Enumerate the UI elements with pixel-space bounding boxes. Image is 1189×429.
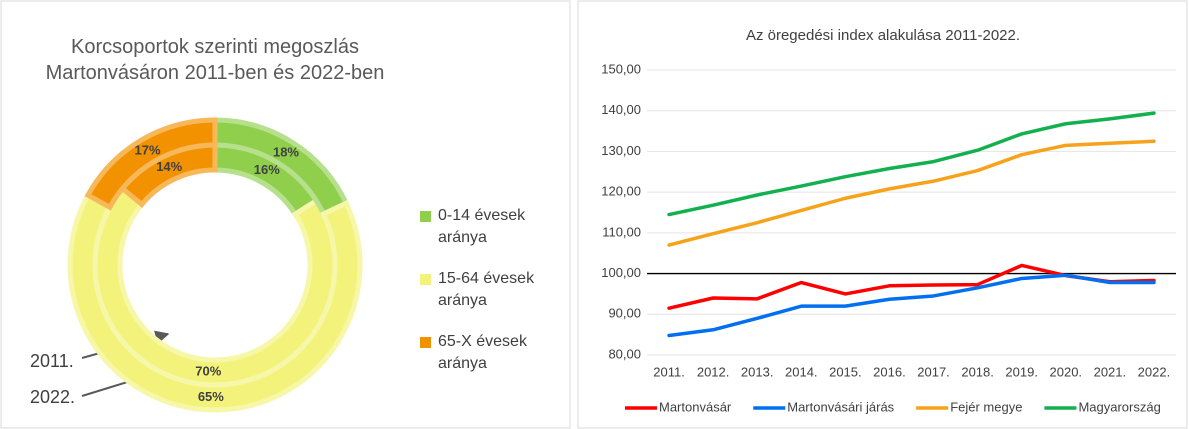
x-tick-label: 2016. [873, 364, 906, 379]
annotation: 2022. [30, 387, 75, 407]
x-tick-label: 2019. [1005, 364, 1038, 379]
x-tick-label: 2021. [1094, 364, 1127, 379]
legend-marker [420, 274, 431, 285]
y-tick-label: 110,00 [602, 224, 641, 239]
legend-label: Martonvásári járás [787, 399, 894, 414]
x-tick-label: 2017. [917, 364, 950, 379]
series-line [667, 273, 1156, 338]
donut-segment [67, 191, 363, 413]
data-label: 70% [195, 364, 221, 379]
x-tick-label: 2020. [1050, 364, 1083, 379]
x-tick-label: 2018. [961, 364, 994, 379]
chart-title: Az öregedési index alakulása 2011-2022. [746, 27, 1020, 44]
panel [577, 0, 1188, 429]
x-tick-label: 2013. [741, 364, 774, 379]
legend-marker [420, 337, 431, 348]
legend-label: Magyarország [1078, 399, 1160, 414]
donut-segment [84, 117, 218, 211]
data-label: 17% [135, 142, 161, 157]
x-tick-label: 2011. [653, 364, 685, 379]
series-line [667, 111, 1156, 217]
annotation: 2011. [30, 351, 74, 371]
legend-label: Fejér megye [950, 399, 1022, 414]
x-tick-label: 2015. [829, 364, 862, 379]
data-label: 14% [156, 159, 182, 174]
x-tick-label: 2014. [785, 364, 818, 379]
data-label: 16% [254, 162, 280, 177]
x-tick-label: 2012. [697, 364, 730, 379]
legend-label: Martonvásár [659, 399, 732, 414]
chart-title: Korcsoportok szerinti megoszlás Martonvá… [45, 36, 385, 84]
x-tick-label: 2022. [1138, 364, 1171, 379]
y-tick-label: 140,00 [601, 102, 641, 117]
y-tick-label: 100,00 [601, 265, 641, 280]
y-tick-label: 90,00 [608, 306, 641, 321]
y-tick-label: 130,00 [601, 143, 641, 158]
y-tick-label: 80,00 [608, 346, 641, 361]
legend-marker [420, 211, 431, 222]
series-line [667, 139, 1156, 247]
legend-label: 15-64 évesek aránya [438, 270, 535, 309]
y-tick-label: 120,00 [601, 184, 641, 199]
data-label: 65% [198, 389, 224, 404]
y-tick-label: 150,00 [601, 61, 641, 76]
data-label: 18% [273, 145, 299, 160]
legend-label: 65-X évesek aránya [438, 333, 527, 372]
legend-label: 0-14 évesek aránya [438, 207, 526, 246]
